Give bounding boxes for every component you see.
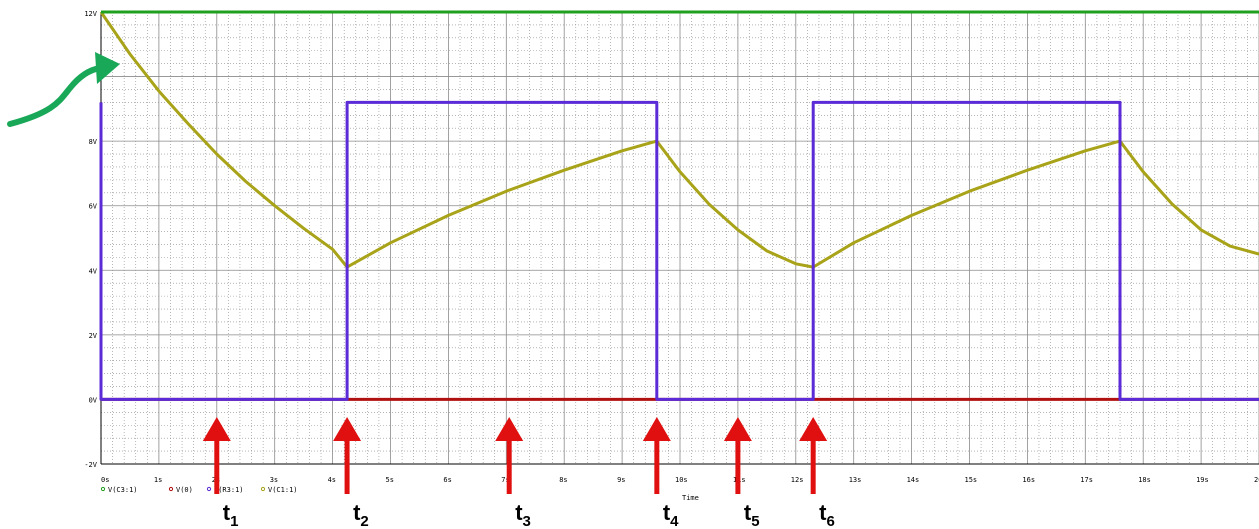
marker-label: t1 xyxy=(223,500,239,529)
x-tick-label: 8s xyxy=(559,476,567,484)
x-tick-label: 20s xyxy=(1254,476,1259,484)
x-tick-label: 19s xyxy=(1196,476,1209,484)
x-tick-label: 17s xyxy=(1080,476,1093,484)
marker-subscript: 6 xyxy=(826,513,834,529)
red-arrow-up-icon xyxy=(495,417,524,441)
legend-marker xyxy=(168,486,174,492)
y-tick-label: -2V xyxy=(84,461,97,469)
x-tick-label: 14s xyxy=(907,476,920,484)
time-markers: t1 t2 t3 t4 t5 t6 xyxy=(202,417,835,529)
legend-entry: V(0) xyxy=(176,486,193,494)
marker-label: t6 xyxy=(819,500,835,529)
tick-labels: 0s1s2s3s4s5s6s7s8s9s10s11s12s13s14s15s16… xyxy=(84,10,1259,484)
red-arrow-up-icon xyxy=(333,417,362,441)
x-axis-label: Time xyxy=(682,494,699,502)
plot-grid xyxy=(100,11,1259,465)
x-tick-label: 9s xyxy=(617,476,625,484)
x-tick-label: 4s xyxy=(328,476,336,484)
x-tick-label: 3s xyxy=(270,476,278,484)
marker-label: t3 xyxy=(515,500,531,529)
x-tick-label: 12s xyxy=(791,476,804,484)
red-arrow-up-icon xyxy=(723,417,752,441)
y-tick-label: 12V xyxy=(84,10,97,18)
x-tick-label: 15s xyxy=(965,476,978,484)
marker-subscript: 5 xyxy=(751,513,759,529)
marker-subscript: 2 xyxy=(360,513,368,529)
marker-label: t2 xyxy=(353,500,369,529)
x-tick-label: 10s xyxy=(675,476,688,484)
y-tick-label: 8V xyxy=(89,138,98,146)
legend-marker xyxy=(206,486,212,492)
series-line-vc11 xyxy=(99,11,1259,269)
plot-series xyxy=(99,10,1259,401)
marker-t4: t4 xyxy=(642,417,679,529)
marker-t1: t1 xyxy=(202,417,239,529)
y-tick-label: 0V xyxy=(89,396,98,404)
y-tick-label: 2V xyxy=(89,332,98,340)
marker-t5: t5 xyxy=(723,417,760,529)
marker-t3: t3 xyxy=(495,417,531,529)
y-tick-label: 4V xyxy=(89,267,98,275)
red-arrow-up-icon xyxy=(642,417,671,441)
marker-subscript: 4 xyxy=(670,513,679,529)
legend-marker xyxy=(260,486,266,492)
x-tick-label: 18s xyxy=(1138,476,1151,484)
marker-t2: t2 xyxy=(333,417,369,529)
marker-label: t5 xyxy=(744,500,760,529)
x-tick-label: 16s xyxy=(1022,476,1035,484)
marker-subscript: 3 xyxy=(523,513,531,529)
series-line-ir31 xyxy=(99,100,1259,401)
red-arrow-up-icon xyxy=(799,417,828,441)
y-tick-label: 6V xyxy=(89,203,98,211)
red-arrow-up-icon xyxy=(202,417,231,441)
x-tick-label: 13s xyxy=(849,476,862,484)
legend-entry: V(C1:1) xyxy=(268,486,298,494)
green-arrow-head xyxy=(95,52,120,84)
x-tick-label: 6s xyxy=(443,476,451,484)
marker-subscript: 1 xyxy=(230,513,238,529)
legend-entry: V(C3:1) xyxy=(108,486,138,494)
marker-t6: t6 xyxy=(799,417,835,529)
green-curved-arrow-icon xyxy=(7,52,120,127)
legend-entry: I(R3:1) xyxy=(214,486,244,494)
marker-label: t4 xyxy=(663,500,679,529)
legend: V(C3:1) V(0) I(R3:1) V(C1:1) xyxy=(100,486,298,494)
x-tick-label: 7s xyxy=(501,476,509,484)
x-tick-label: 0s xyxy=(101,476,109,484)
legend-marker xyxy=(100,486,106,492)
x-tick-label: 5s xyxy=(386,476,394,484)
x-tick-label: 1s xyxy=(154,476,162,484)
green-arrow-curve xyxy=(7,65,103,127)
